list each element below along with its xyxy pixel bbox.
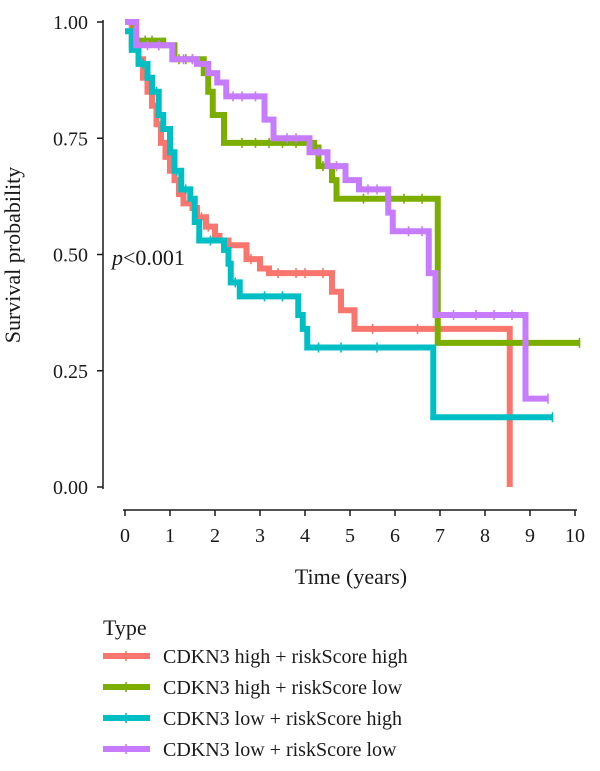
legend-title: Type — [103, 615, 147, 640]
x-tick-label: 3 — [255, 525, 265, 547]
x-tick-label: 6 — [390, 525, 400, 547]
axes: 0.00 0.25 0.50 0.75 1.00 0 1 2 3 4 5 6 7 8 9 10 — [53, 12, 585, 547]
y-axis-title: Survival probability — [0, 167, 25, 344]
legend-item: CDKN3 high + riskScore low — [103, 677, 403, 699]
x-tick-label: 4 — [300, 525, 310, 547]
x-axis-ticks: 0 1 2 3 4 5 6 7 8 9 10 — [120, 510, 585, 547]
y-tick-label: 0.50 — [53, 245, 88, 267]
x-tick-label: 5 — [345, 525, 355, 547]
y-axis-ticks: 0.00 0.25 0.50 0.75 1.00 — [53, 12, 103, 499]
legend-item: CDKN3 low + riskScore low — [103, 739, 397, 761]
p-value-annotation: p<0.001 — [110, 245, 185, 270]
x-axis-title: Time (years) — [295, 564, 407, 589]
survival-curve — [125, 19, 548, 402]
y-tick-label: 0.00 — [53, 477, 88, 499]
p-value-symbol: p — [110, 245, 123, 270]
survival-curve — [125, 28, 553, 421]
y-tick-label: 1.00 — [53, 12, 88, 34]
series-2 — [125, 19, 581, 348]
x-tick-label: 2 — [210, 525, 220, 547]
legend-item: CDKN3 low + riskScore high — [103, 708, 402, 730]
legend-item: CDKN3 high + riskScore high — [103, 646, 408, 668]
x-tick-label: 8 — [480, 525, 490, 547]
x-tick-label: 1 — [165, 525, 175, 547]
x-tick-label: 9 — [525, 525, 535, 547]
legend-label: CDKN3 low + riskScore low — [163, 739, 397, 761]
x-tick-label: 10 — [565, 525, 585, 547]
legend-label: CDKN3 high + riskScore high — [163, 646, 408, 668]
legend-label: CDKN3 high + riskScore low — [163, 677, 403, 699]
p-value-text: <0.001 — [123, 245, 185, 270]
legend-label: CDKN3 low + riskScore high — [163, 708, 402, 730]
y-tick-label: 0.75 — [53, 128, 88, 150]
series-3 — [125, 28, 554, 423]
x-tick-label: 0 — [120, 525, 130, 547]
series-4 — [125, 19, 549, 404]
x-tick-label: 7 — [435, 525, 445, 547]
legend-items: CDKN3 high + riskScore high CDKN3 high + … — [103, 646, 408, 761]
series-layer — [125, 19, 581, 487]
y-tick-label: 0.25 — [53, 361, 88, 383]
